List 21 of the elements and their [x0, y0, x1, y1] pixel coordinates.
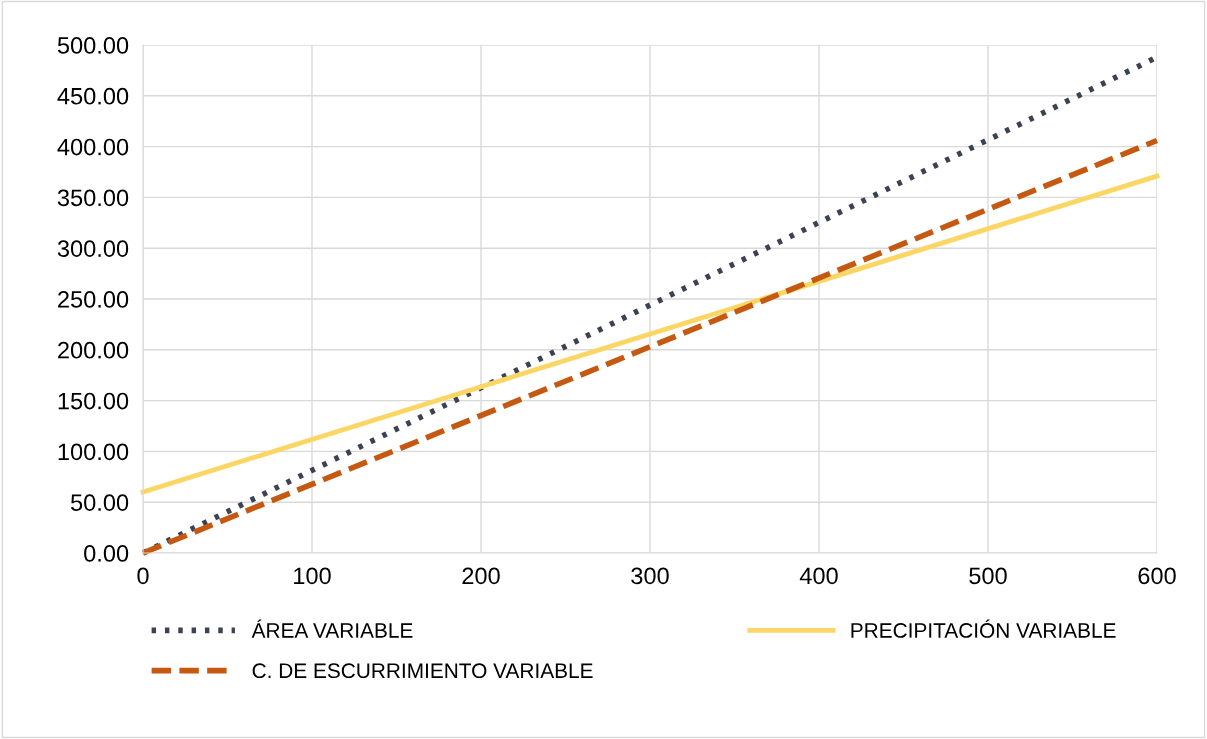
legend-label: ÁREA VARIABLE — [251, 619, 413, 638]
x-tick-label: 600 — [1138, 567, 1176, 585]
x-tick-label: 100 — [294, 567, 331, 585]
x-tick-label: 400 — [799, 567, 838, 585]
x-tick-label: 500 — [969, 567, 1007, 585]
y-tick-label: 350.00 — [57, 189, 129, 207]
y-tick-label: 400.00 — [57, 138, 129, 156]
y-tick-label: 200.00 — [58, 341, 129, 359]
y-tick-label: 0.00 — [84, 545, 129, 562]
legend-label: PRECIPITACIÓN VARIABLE — [851, 619, 1116, 638]
x-tick-label: 200 — [462, 567, 500, 585]
x-tick-label: 300 — [631, 567, 669, 585]
y-tick-label: 150.00 — [58, 392, 129, 410]
legend-label: C. DE ESCURRIMIENTO VARIABLE — [252, 663, 593, 679]
y-tick-label: 450.00 — [57, 87, 129, 105]
y-tick-label: 250.00 — [58, 291, 129, 308]
y-tick-label: 50.00 — [70, 494, 129, 511]
y-tick-label: 300.00 — [57, 240, 129, 257]
x-tick-label: 0 — [137, 567, 149, 585]
y-tick-label: 500.00 — [57, 37, 129, 54]
y-tick-label: 100.00 — [58, 443, 129, 461]
